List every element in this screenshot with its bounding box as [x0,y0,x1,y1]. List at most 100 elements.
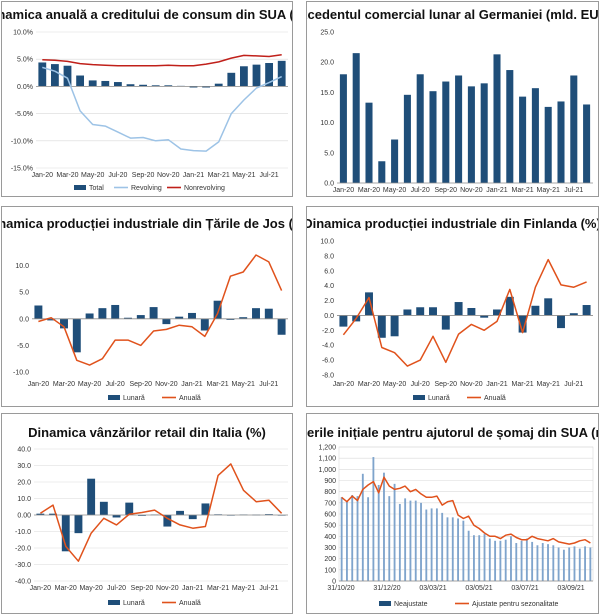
bar [87,478,96,515]
x-tick-label: Jan-20 [30,585,52,592]
x-tick-label: Nov-20 [155,381,178,388]
bar [584,546,586,581]
chart-italy-retail: Dinamica vânzărilor retail din Italia (%… [15,425,288,607]
bar [506,70,514,183]
bar [536,545,539,581]
y-tick-label: 10.0 [320,120,334,127]
bar [383,472,385,581]
x-tick-label: May-21 [537,187,560,194]
bar [480,83,488,183]
y-tick-label: -10.0 [15,529,31,536]
legend-label: Lunară [123,395,145,402]
y-tick-label: 0.00 [17,513,31,520]
bar [136,315,145,319]
bar [557,547,560,581]
bar [346,500,348,581]
bar [252,64,261,87]
bar [175,316,184,319]
y-tick-label: 25.0 [320,30,334,37]
x-tick-label: Nov-20 [460,381,483,388]
x-tick-label: May-21 [232,172,255,179]
bar [188,312,196,319]
bar [34,305,43,319]
legend-label: Anuală [179,600,201,607]
x-tick-label: May-20 [78,381,101,388]
bar [582,305,591,316]
bar [227,72,236,87]
y-tick-label: 8.0 [324,253,334,260]
legend-swatch [108,395,120,400]
x-tick-label: May-20 [79,585,102,592]
bar [226,318,235,320]
bar [72,318,81,353]
y-tick-label: 600 [324,512,336,519]
chart-title: Cererile inițiale pentru ajutorul de șom… [307,425,598,440]
chart-panel-italy-retail: Dinamica vânzărilor retail din Italia (%… [1,413,293,614]
legend-label: Lunară [428,395,450,402]
bar [138,515,146,516]
bar [393,483,396,581]
bar [483,534,486,581]
x-tick-label: Nov-20 [156,585,179,592]
x-tick-label: 03/03/21 [419,585,446,592]
bar [47,318,56,321]
bar [488,538,491,581]
bar [50,64,59,87]
x-tick-label: 31/12/20 [373,585,400,592]
x-tick-label: Jan-21 [486,187,508,194]
bar [388,496,391,581]
y-tick-label: 6.0 [324,268,334,275]
y-tick-label: -10.0 [13,370,29,377]
x-tick-label: 03/05/21 [465,585,492,592]
x-tick-label: Jul-21 [259,585,278,592]
series-line-nonrevolving [42,54,282,67]
y-tick-label: 500 [324,523,336,530]
bar [74,515,83,534]
bar [570,75,578,183]
bar [239,66,248,87]
legend-label: Revolving [131,185,162,192]
y-tick-label: 0 [332,579,336,586]
bar [36,513,45,515]
bar [441,512,444,581]
x-tick-label: Jan-20 [333,381,355,388]
bar [480,315,489,318]
bar [531,305,540,316]
x-tick-label: Sep-20 [130,381,153,388]
chart-netherlands-ip: Dinamica producției industriale din Țări… [2,216,292,402]
bar [112,515,121,518]
bar [126,84,135,87]
bar [162,318,171,325]
bar [531,88,539,183]
y-tick-label: 30.0 [17,463,31,470]
x-tick-label: 03/09/21 [557,585,584,592]
x-tick-label: Mar-21 [207,381,229,388]
bar [151,85,160,87]
y-tick-label: 2.0 [324,298,334,305]
bar [499,540,502,581]
y-tick-label: 800 [324,489,336,496]
y-tick-label: 5.0% [17,57,33,64]
bar [189,86,198,88]
y-tick-label: 5.0 [324,150,334,157]
bar [494,540,497,581]
y-tick-label: -15.0% [11,166,33,173]
bar [403,309,412,316]
bar [515,543,518,581]
x-tick-label: Jan-21 [182,585,204,592]
bar [441,315,450,330]
bar [442,81,450,183]
chart-us-jobless-claims: Cererile inițiale pentru ajutorul de șom… [307,425,598,608]
bar [430,508,433,581]
y-tick-label: -5.0% [15,111,33,118]
x-tick-label: Jul-20 [108,172,127,179]
bar [265,63,274,87]
bar [202,86,211,88]
series-line-anuală [39,463,283,562]
bar [398,503,401,581]
y-tick-label: -10.0% [11,138,33,145]
bar [504,539,507,581]
bar [372,457,375,581]
bar [252,308,260,319]
y-tick-label: 0.0 [324,181,334,188]
